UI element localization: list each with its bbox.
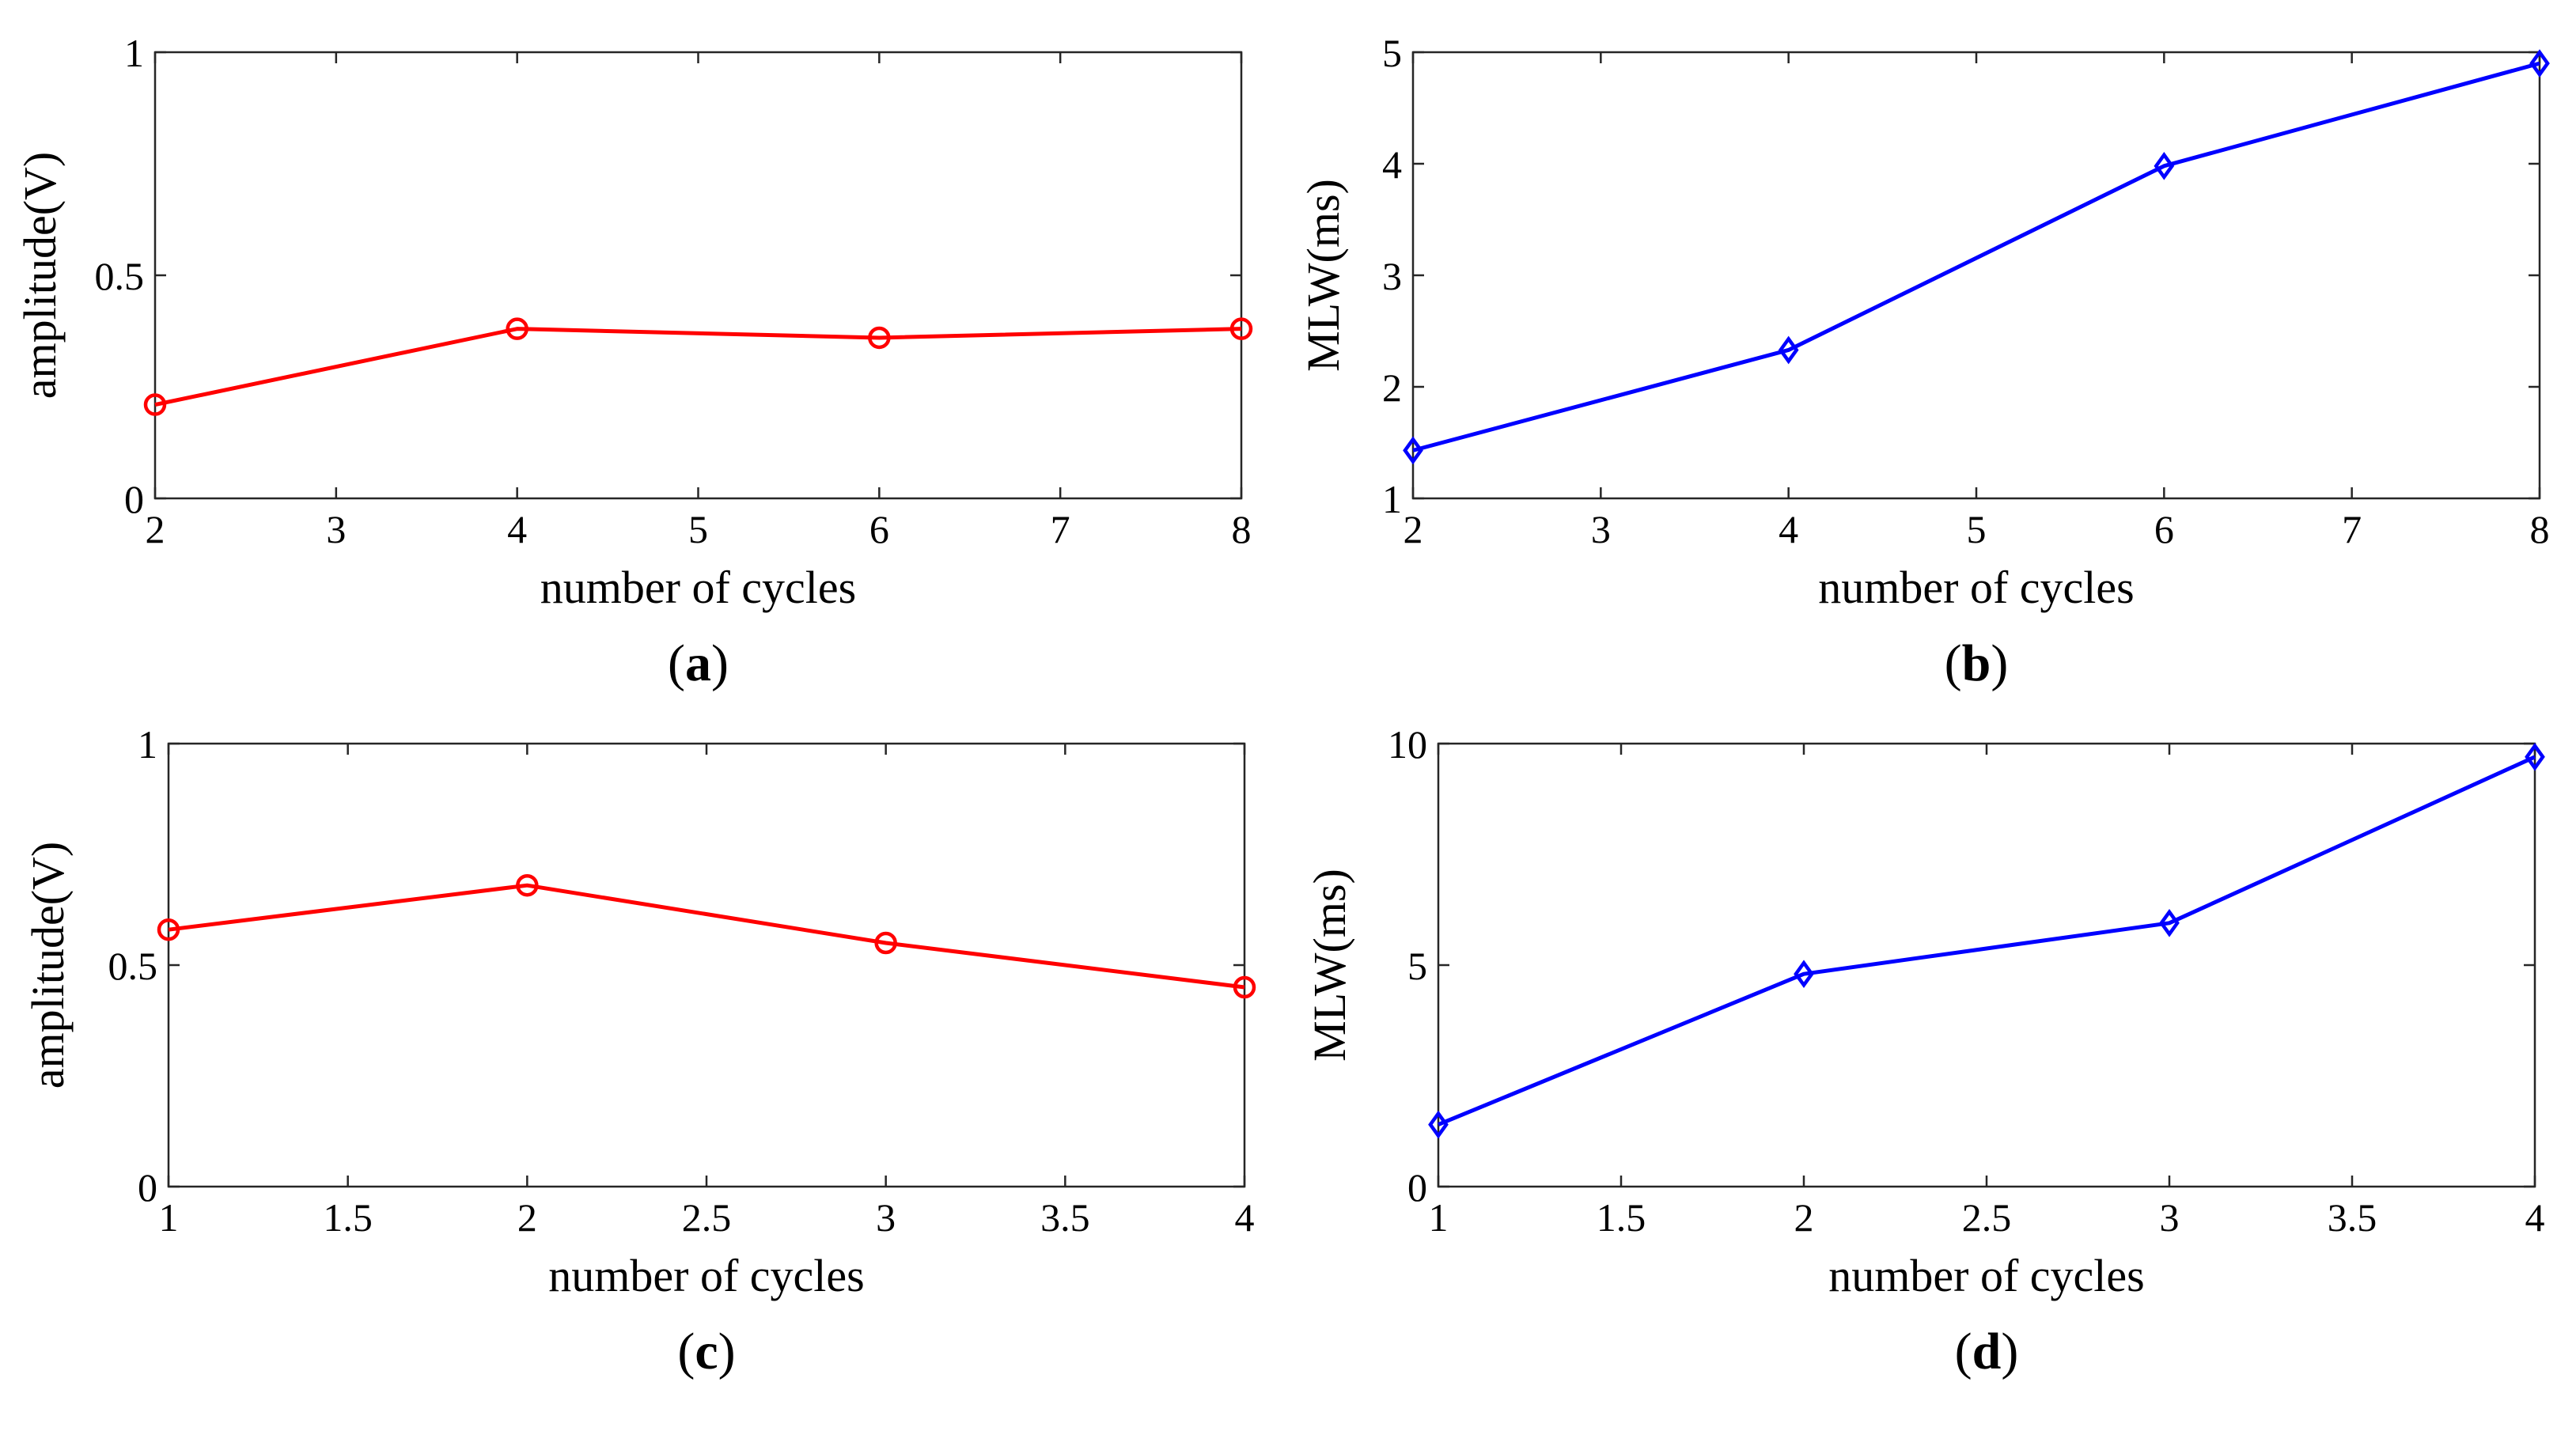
y-axis-title: amplitude(V)	[14, 152, 66, 399]
data-point	[868, 326, 891, 350]
data-point	[1403, 436, 1423, 465]
panel-label-open: (	[668, 634, 685, 692]
x-tick-label: 8	[2530, 507, 2550, 551]
plot-area-frame	[1437, 742, 2536, 1188]
panel-label-letter: a	[685, 634, 711, 692]
y-tick-label: 0	[1407, 1165, 1427, 1210]
x-tick-label: 3.5	[2328, 1195, 2377, 1240]
x-tick-label: 3	[2160, 1195, 2180, 1240]
x-tick-label: 2.5	[1962, 1195, 2012, 1240]
y-tick-label: 4	[1382, 142, 1402, 187]
x-tick-label: 3.5	[1040, 1195, 1090, 1240]
y-tick-label: 1	[1382, 477, 1402, 521]
plot-area-frame	[167, 742, 1246, 1188]
x-tick-label: 1	[1429, 1195, 1449, 1240]
x-tick-label: 4	[507, 507, 527, 551]
y-axis-title: amplitude(V)	[22, 842, 74, 1089]
x-tick-label: 2	[1404, 507, 1423, 551]
panel-label-letter: c	[695, 1323, 718, 1380]
data-point	[2159, 908, 2180, 937]
chart-panel-c: 1 1.5 2 2.5 3 3.5 4 0 0.5 1 number of cycles amplit…	[22, 722, 1256, 1380]
x-tick-label: 3	[326, 507, 346, 551]
x-tick-label: 2.5	[682, 1195, 732, 1240]
y-tick-label: 5	[1382, 31, 1402, 75]
y-tick-label: 1	[124, 31, 144, 75]
x-tick-label: 1.5	[323, 1195, 373, 1240]
x-tick-label: 1	[159, 1195, 179, 1240]
data-point	[1778, 335, 1799, 365]
y-tick-label: 10	[1388, 722, 1427, 767]
x-tick-label: 4	[2525, 1195, 2545, 1240]
panel-label: (a)	[668, 634, 729, 692]
x-tick-label: 3	[876, 1195, 896, 1240]
x-tick-label: 2	[1794, 1195, 1814, 1240]
y-tick-label: 0	[124, 477, 144, 521]
panel-label: (d)	[1955, 1323, 2019, 1380]
x-tick-label: 4	[1235, 1195, 1255, 1240]
data-point	[143, 393, 167, 416]
data-point	[516, 873, 539, 897]
y-tick-label: 3	[1382, 254, 1402, 298]
data-point	[2525, 742, 2545, 771]
x-tick-label: 3	[1591, 507, 1611, 551]
x-tick-label: 2	[146, 507, 165, 551]
x-tick-label: 2	[517, 1195, 537, 1240]
y-tick-label: 0.5	[108, 944, 158, 988]
x-tick-label: 7	[2342, 507, 2362, 551]
data-point	[2154, 151, 2175, 180]
chart-panel-d: 1 1.5 2 2.5 3 3.5 4 0 5 10 number of cycles MLW(ms)…	[1304, 722, 2545, 1380]
x-axis-title: number of cycles	[548, 1250, 864, 1301]
series-line	[168, 883, 1245, 990]
y-tick-label: 1	[138, 722, 157, 767]
panel-label-letter: d	[1972, 1323, 2002, 1380]
panel-label-open: (	[1945, 634, 1962, 692]
series-line	[1412, 61, 2540, 452]
data-point	[1233, 975, 1256, 999]
plot-area-frame	[1411, 51, 2541, 500]
panel-label-close: )	[1991, 634, 2008, 692]
chart-panel-a: 2 3 4 5 6 7 8 0 0.5 1 number of cycles amplitude(V)…	[14, 31, 1253, 692]
data-point	[1229, 317, 1253, 340]
y-tick-label: 2	[1382, 365, 1402, 410]
x-tick-label: 4	[1779, 507, 1798, 551]
panel-label-close: )	[2001, 1323, 2018, 1380]
x-tick-label: 5	[1967, 507, 1987, 551]
panel-label-close: )	[718, 1323, 736, 1380]
y-axis-title: MLW(ms)	[1304, 869, 1355, 1062]
y-tick-label: 5	[1407, 944, 1427, 988]
x-axis-title: number of cycles	[1818, 562, 2134, 613]
data-point	[1428, 1110, 1449, 1139]
x-tick-label: 8	[1232, 507, 1252, 551]
data-point	[1794, 960, 1814, 989]
x-axis-title: number of cycles	[540, 562, 856, 613]
series-line	[154, 327, 1242, 407]
data-point	[874, 931, 897, 955]
data-point	[2529, 49, 2550, 78]
panel-label-open: (	[1955, 1323, 1972, 1380]
x-axis-title: number of cycles	[1828, 1250, 2144, 1301]
x-tick-label: 6	[869, 507, 889, 551]
panel-label-open: (	[677, 1323, 695, 1380]
x-tick-label: 7	[1051, 507, 1070, 551]
data-point	[506, 317, 528, 340]
panel-label-close: )	[711, 634, 729, 692]
plot-area-frame	[153, 51, 1243, 500]
x-tick-label: 6	[2154, 507, 2174, 551]
panel-label-letter: b	[1962, 634, 1991, 692]
data-point	[157, 918, 180, 941]
x-tick-label: 1.5	[1597, 1195, 1646, 1240]
panel-label: (c)	[677, 1323, 735, 1380]
series-line	[1438, 755, 2536, 1126]
x-tick-label: 5	[688, 507, 708, 551]
y-axis-title: MLW(ms)	[1297, 179, 1349, 372]
y-tick-label: 0	[138, 1165, 157, 1210]
y-tick-label: 0.5	[95, 254, 145, 298]
panel-label: (b)	[1945, 634, 2009, 692]
